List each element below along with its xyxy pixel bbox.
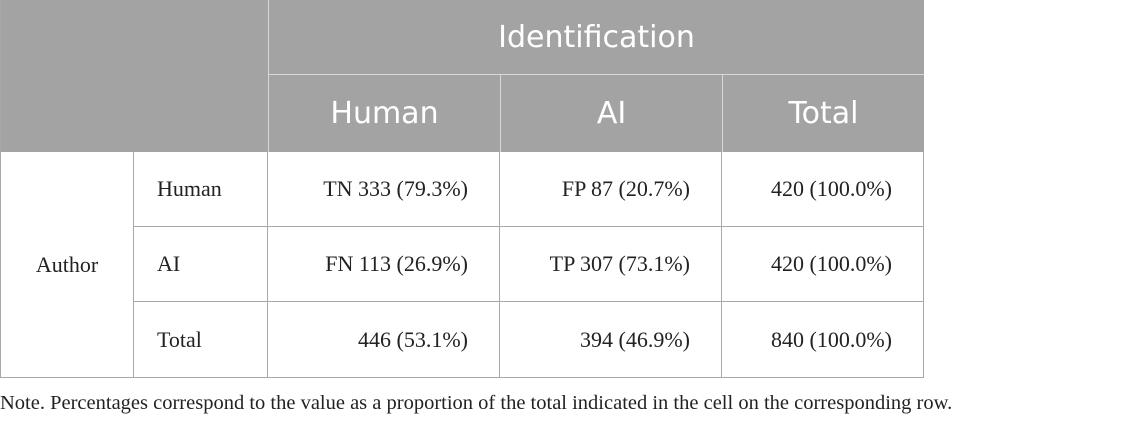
column-header: Total <box>722 75 924 152</box>
row-group-label: Author <box>0 152 134 378</box>
cell: 420 (100.0%) <box>722 227 924 302</box>
group-header: Identification <box>268 0 924 75</box>
column-header: Human <box>268 75 500 152</box>
cell: 394 (46.9%) <box>500 302 722 378</box>
cell: FP 87 (20.7%) <box>500 152 722 227</box>
row-label: Human <box>134 152 268 227</box>
row-label: AI <box>134 227 268 302</box>
cell: TN 333 (79.3%) <box>268 152 500 227</box>
column-header: AI <box>500 75 722 152</box>
note: Note. Percentages correspond to the valu… <box>0 392 953 414</box>
header-blank <box>0 0 268 152</box>
cell: FN 113 (26.9%) <box>268 227 500 302</box>
cell: 840 (100.0%) <box>722 302 924 378</box>
row-label: Total <box>134 302 268 378</box>
cell: TP 307 (73.1%) <box>500 227 722 302</box>
cell: 420 (100.0%) <box>722 152 924 227</box>
cell: 446 (53.1%) <box>268 302 500 378</box>
